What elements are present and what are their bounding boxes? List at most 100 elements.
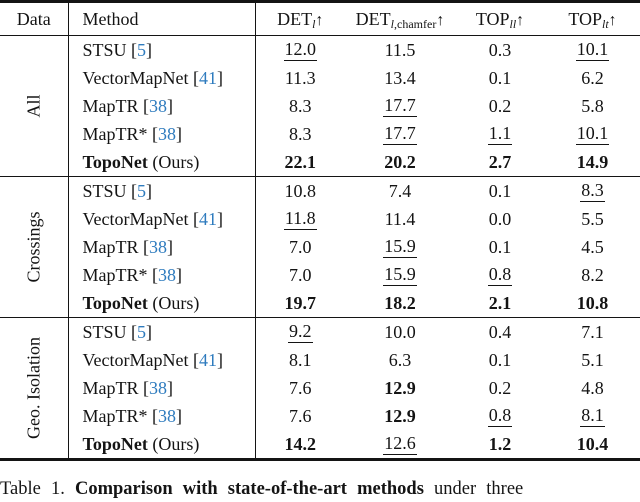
metric-value: 10.8 <box>284 180 317 201</box>
metric-cell: 19.7 <box>255 289 345 318</box>
metric-value: 5.8 <box>581 95 604 116</box>
citation-link[interactable]: 38 <box>149 95 167 116</box>
metric-cell: 9.2 <box>255 317 345 346</box>
metric-value: 0.1 <box>488 236 512 257</box>
metric-value: 6.2 <box>581 67 604 88</box>
method-name: VectorMapNet <box>82 208 189 229</box>
metric-value: 8.3 <box>289 95 312 116</box>
metric-value: 11.8 <box>283 208 317 230</box>
metric-name: DET <box>277 8 313 29</box>
metric-cell: 0.1 <box>455 64 545 92</box>
metric-value: 8.1 <box>580 405 605 427</box>
higher-better-arrow-icon: ↑ <box>608 11 617 29</box>
citation-link[interactable]: 5 <box>137 39 147 60</box>
metric-value: 0.8 <box>487 405 513 427</box>
table-row: All STSU [5] 12.0 11.5 0.3 10.1 <box>0 35 640 177</box>
metric-value: 1.2 <box>488 433 512 454</box>
metric-value: 20.2 <box>384 151 416 172</box>
metric-value: 15.9 <box>383 264 417 286</box>
metric-cell: 10.0 <box>345 317 455 346</box>
metric-subscript: l <box>312 17 315 31</box>
method-cell: VectorMapNet [41] <box>68 205 256 233</box>
metric-cell: 12.9 <box>345 374 455 402</box>
metric-value: 7.4 <box>388 180 412 201</box>
method-cell: MapTR* [38] <box>68 120 256 148</box>
metric-value: 4.8 <box>581 377 604 398</box>
method-cell: VectorMapNet [41] <box>68 64 256 92</box>
metric-cell: 4.5 <box>545 233 640 261</box>
col-header-top_lt: TOPlt↑ <box>545 1 640 36</box>
metric-value: 8.2 <box>581 264 604 285</box>
caption-title-bold: Comparison with state-of-the-art methods <box>64 479 424 499</box>
metric-cell: 4.8 <box>545 374 640 402</box>
higher-better-arrow-icon: ↑ <box>436 11 445 29</box>
caption-text: under three <box>423 479 524 499</box>
metric-value: 11.4 <box>384 208 416 229</box>
metric-cell: 8.2 <box>545 261 640 289</box>
citation-bracket: ] <box>176 264 182 285</box>
method-cell: MapTR [38] <box>68 92 256 120</box>
citation-link[interactable]: 5 <box>137 180 147 201</box>
citation-link[interactable]: 38 <box>158 123 176 144</box>
table-row: MapTR* [38] 7.6 12.9 0.8 8.1 <box>0 402 640 430</box>
citation-link[interactable]: 38 <box>149 377 167 398</box>
metric-value: 0.1 <box>488 67 512 88</box>
metric-cell: 12.6 <box>345 430 455 460</box>
metric-cell: 0.0 <box>455 205 545 233</box>
metric-value: 6.3 <box>388 349 412 370</box>
citation-link[interactable]: 38 <box>158 405 176 426</box>
metric-cell: 7.0 <box>255 233 345 261</box>
metric-cell: 10.1 <box>545 120 640 148</box>
metric-name: DET <box>355 8 391 29</box>
citation-link[interactable]: 5 <box>137 321 147 342</box>
method-name: MapTR* <box>82 123 148 144</box>
citation-link[interactable]: 41 <box>198 208 217 229</box>
method-cell: STSU [5] <box>68 176 256 205</box>
metric-value: 8.3 <box>289 123 312 144</box>
col-header-det_l: DETl↑ <box>255 1 345 36</box>
metric-value: 14.9 <box>576 151 609 172</box>
citation-bracket: [ <box>152 405 158 426</box>
col-header-label: Data <box>16 8 51 29</box>
metric-value: 2.1 <box>488 292 512 313</box>
metric-value: 0.8 <box>487 264 513 286</box>
metric-cell: 0.3 <box>455 36 545 65</box>
metric-value: 5.5 <box>581 208 604 229</box>
method-name: TopoNet <box>82 433 148 454</box>
metric-cell: 17.7 <box>345 92 455 120</box>
metric-value: 0.4 <box>488 321 512 342</box>
metric-cell: 10.1 <box>545 36 640 65</box>
citation-link[interactable]: 38 <box>158 264 176 285</box>
metric-cell: 7.6 <box>255 402 345 430</box>
metric-value: 12.9 <box>384 405 416 426</box>
metric-value: 8.3 <box>580 180 605 202</box>
metric-cell: 17.7 <box>345 120 455 148</box>
table-row: VectorMapNet [41] 8.1 6.3 0.1 5.1 <box>0 346 640 374</box>
citation-link[interactable]: 41 <box>198 67 217 88</box>
metric-value: 10.0 <box>384 321 416 342</box>
method-name: MapTR <box>82 377 139 398</box>
metric-cell: 18.2 <box>345 289 455 318</box>
citation-bracket: ] <box>216 208 223 229</box>
method-name: STSU <box>82 180 127 201</box>
table-row: MapTR [38] 8.3 17.7 0.2 5.8 <box>0 92 640 120</box>
comparison-table: Data Method DETl↑ DETl,chamfer↑ TOPll↑ TOPlt↑… <box>0 0 640 461</box>
metric-cell: 6.2 <box>545 64 640 92</box>
metric-cell: 12.0 <box>255 36 345 65</box>
metric-value: 22.1 <box>284 151 317 172</box>
citation-bracket: [ <box>152 264 158 285</box>
row-group-label: All <box>23 94 44 118</box>
citation-bracket: ] <box>176 123 182 144</box>
row-group: Crossings STSU [5] 10.8 7.4 0.1 8.3 VectorMapN… <box>0 176 640 318</box>
method-name: STSU <box>82 39 127 60</box>
table-header: Data Method DETl↑ DETl,chamfer↑ TOPll↑ TOPlt↑ <box>0 1 640 36</box>
metric-value: 11.3 <box>284 67 316 88</box>
metric-value: 5.1 <box>581 349 604 370</box>
metric-value: 7.6 <box>289 377 312 398</box>
metric-cell: 0.1 <box>455 176 545 205</box>
citation-link[interactable]: 41 <box>198 349 217 370</box>
metric-value: 0.1 <box>488 180 512 201</box>
table-row: MapTR* [38] 7.0 15.9 0.8 8.2 <box>0 261 640 289</box>
citation-link[interactable]: 38 <box>149 236 167 257</box>
